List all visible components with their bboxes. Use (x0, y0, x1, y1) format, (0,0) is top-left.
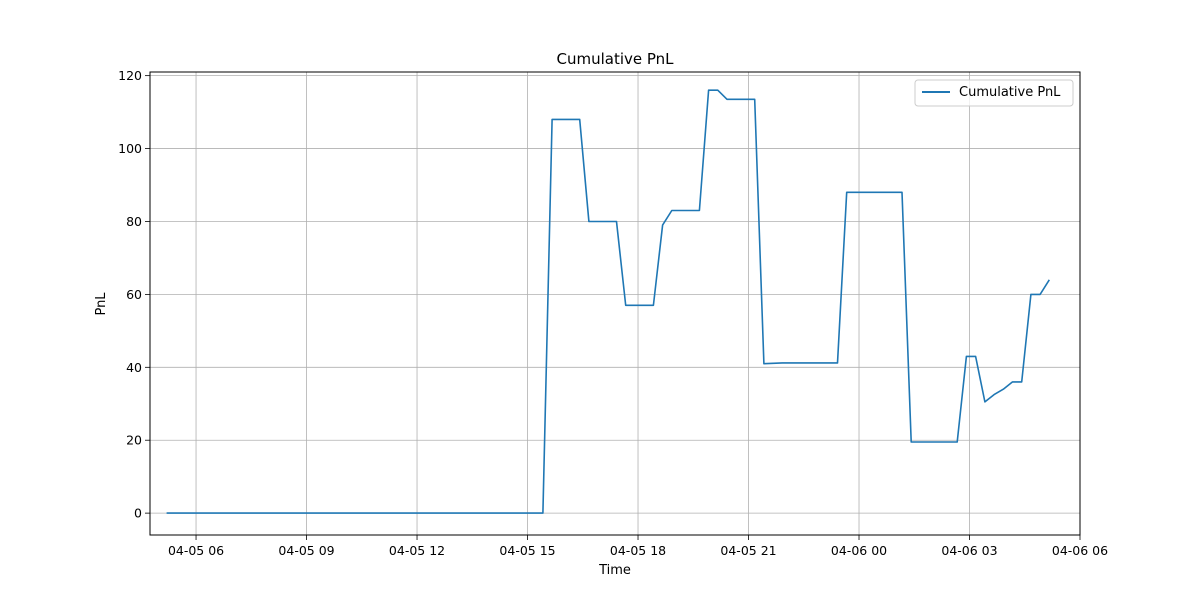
legend: Cumulative PnL (914, 79, 1074, 107)
ticks: 04-05 06 04-05 09 04-05 12 04-05 15 04-05 18… (118, 68, 1108, 558)
x-tick-label: 04-06 03 (941, 543, 997, 558)
x-tick-label: 04-06 06 (1052, 543, 1108, 558)
legend-box (914, 79, 1074, 107)
series-layer (166, 89, 1050, 514)
y-tick-label: 120 (118, 68, 142, 83)
y-tick-label: 100 (118, 141, 142, 156)
series-line-cumulative-pnl (166, 89, 1050, 514)
legend-label: Cumulative PnL (959, 85, 1061, 100)
y-axis-label: PnL (94, 292, 109, 316)
x-tick-label: 04-05 09 (278, 543, 334, 558)
plot-frame (149, 71, 1081, 536)
x-tick-label: 04-05 06 (168, 543, 224, 558)
y-tick-label: 60 (126, 287, 142, 302)
x-tick-label: 04-06 00 (831, 543, 887, 558)
x-tick-label: 04-05 18 (610, 543, 666, 558)
x-tick-label: 04-05 12 (389, 543, 445, 558)
y-tick-label: 20 (126, 433, 142, 448)
x-tick-label: 04-05 21 (720, 543, 776, 558)
y-tick-label: 80 (126, 214, 142, 229)
x-axis-label: Time (598, 563, 631, 578)
y-tick-label: 0 (134, 506, 142, 521)
x-tick-label: 04-05 15 (499, 543, 555, 558)
chart-title: Cumulative PnL (556, 50, 674, 68)
y-tick-label: 40 (126, 360, 142, 375)
